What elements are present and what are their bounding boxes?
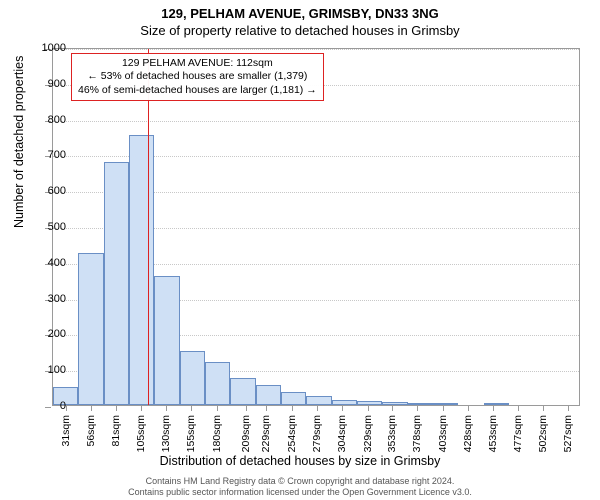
- plot-wrapper: 31sqm56sqm81sqm105sqm130sqm155sqm180sqm2…: [52, 48, 580, 406]
- y-tick-label: 0: [60, 400, 66, 412]
- plot-area: 31sqm56sqm81sqm105sqm130sqm155sqm180sqm2…: [52, 48, 580, 406]
- x-tick: [166, 405, 167, 411]
- histogram-bar: [433, 403, 458, 405]
- histogram-bar: [332, 400, 357, 405]
- histogram-bar: [357, 401, 382, 405]
- x-tick: [116, 405, 117, 411]
- x-tick-label: 254sqm: [286, 415, 298, 452]
- x-tick-label: 304sqm: [336, 415, 348, 452]
- y-tick-label: 500: [48, 221, 66, 233]
- x-tick-label: 155sqm: [185, 415, 197, 452]
- x-tick-label: 403sqm: [437, 415, 449, 452]
- x-tick-label: 428sqm: [462, 415, 474, 452]
- x-tick: [543, 405, 544, 411]
- histogram-bar: [180, 351, 205, 405]
- y-tick-label: 1000: [42, 42, 66, 54]
- attribution-footer: Contains HM Land Registry data © Crown c…: [0, 476, 600, 499]
- x-tick-label: 105sqm: [135, 415, 147, 452]
- gridline: [53, 121, 579, 122]
- histogram-bar: [154, 276, 179, 405]
- x-tick-label: 329sqm: [362, 415, 374, 452]
- footer-line-2: Contains public sector information licen…: [0, 487, 600, 498]
- histogram-bar: [484, 403, 509, 405]
- x-tick-label: 31sqm: [60, 415, 72, 447]
- x-tick: [568, 405, 569, 411]
- gridline: [53, 49, 579, 50]
- histogram-bar: [104, 162, 129, 405]
- annotation-line-2: ← 53% of detached houses are smaller (1,…: [78, 70, 317, 83]
- x-tick-label: 180sqm: [211, 415, 223, 452]
- chart-subtitle: Size of property relative to detached ho…: [0, 21, 600, 38]
- histogram-bar: [408, 403, 433, 405]
- y-tick: [45, 407, 51, 408]
- footer-line-1: Contains HM Land Registry data © Crown c…: [0, 476, 600, 487]
- histogram-bar: [205, 362, 230, 405]
- x-axis-label: Distribution of detached houses by size …: [0, 454, 600, 468]
- y-tick-label: 900: [48, 78, 66, 90]
- x-tick: [518, 405, 519, 411]
- y-tick-label: 600: [48, 185, 66, 197]
- histogram-bar: [78, 253, 103, 405]
- x-tick-label: 453sqm: [487, 415, 499, 452]
- histogram-bar: [230, 378, 255, 405]
- x-tick: [342, 405, 343, 411]
- x-tick-label: 378sqm: [411, 415, 423, 452]
- x-tick: [266, 405, 267, 411]
- y-tick-label: 700: [48, 149, 66, 161]
- annotation-line-3: 46% of semi-detached houses are larger (…: [78, 84, 317, 97]
- x-tick: [91, 405, 92, 411]
- y-tick-label: 300: [48, 293, 66, 305]
- x-tick: [368, 405, 369, 411]
- histogram-bar: [129, 135, 154, 405]
- histogram-bar: [256, 385, 281, 405]
- y-tick-label: 100: [48, 364, 66, 376]
- y-axis-label: Number of detached properties: [12, 56, 26, 228]
- x-tick-label: 56sqm: [85, 415, 97, 447]
- x-tick: [317, 405, 318, 411]
- x-tick: [191, 405, 192, 411]
- chart-address-title: 129, PELHAM AVENUE, GRIMSBY, DN33 3NG: [0, 0, 600, 21]
- x-tick-label: 477sqm: [512, 415, 524, 452]
- x-tick: [217, 405, 218, 411]
- x-tick: [417, 405, 418, 411]
- property-marker-line: [148, 49, 149, 405]
- x-tick-label: 81sqm: [110, 415, 122, 447]
- x-tick-label: 502sqm: [537, 415, 549, 452]
- annotation-line-1: 129 PELHAM AVENUE: 112sqm: [78, 57, 317, 70]
- histogram-bar: [281, 392, 306, 405]
- y-tick-label: 400: [48, 257, 66, 269]
- x-tick: [468, 405, 469, 411]
- x-tick-label: 229sqm: [260, 415, 272, 452]
- x-tick-label: 527sqm: [562, 415, 574, 452]
- annotation-box: 129 PELHAM AVENUE: 112sqm← 53% of detach…: [71, 53, 324, 101]
- x-tick: [246, 405, 247, 411]
- histogram-bar: [306, 396, 331, 405]
- x-tick: [292, 405, 293, 411]
- y-tick-label: 800: [48, 114, 66, 126]
- y-tick-label: 200: [48, 328, 66, 340]
- x-tick-label: 209sqm: [240, 415, 252, 452]
- x-tick: [443, 405, 444, 411]
- x-tick: [141, 405, 142, 411]
- x-tick: [392, 405, 393, 411]
- x-tick-label: 279sqm: [311, 415, 323, 452]
- x-tick-label: 353sqm: [386, 415, 398, 452]
- x-tick: [493, 405, 494, 411]
- x-tick-label: 130sqm: [160, 415, 172, 452]
- histogram-bar: [382, 402, 407, 405]
